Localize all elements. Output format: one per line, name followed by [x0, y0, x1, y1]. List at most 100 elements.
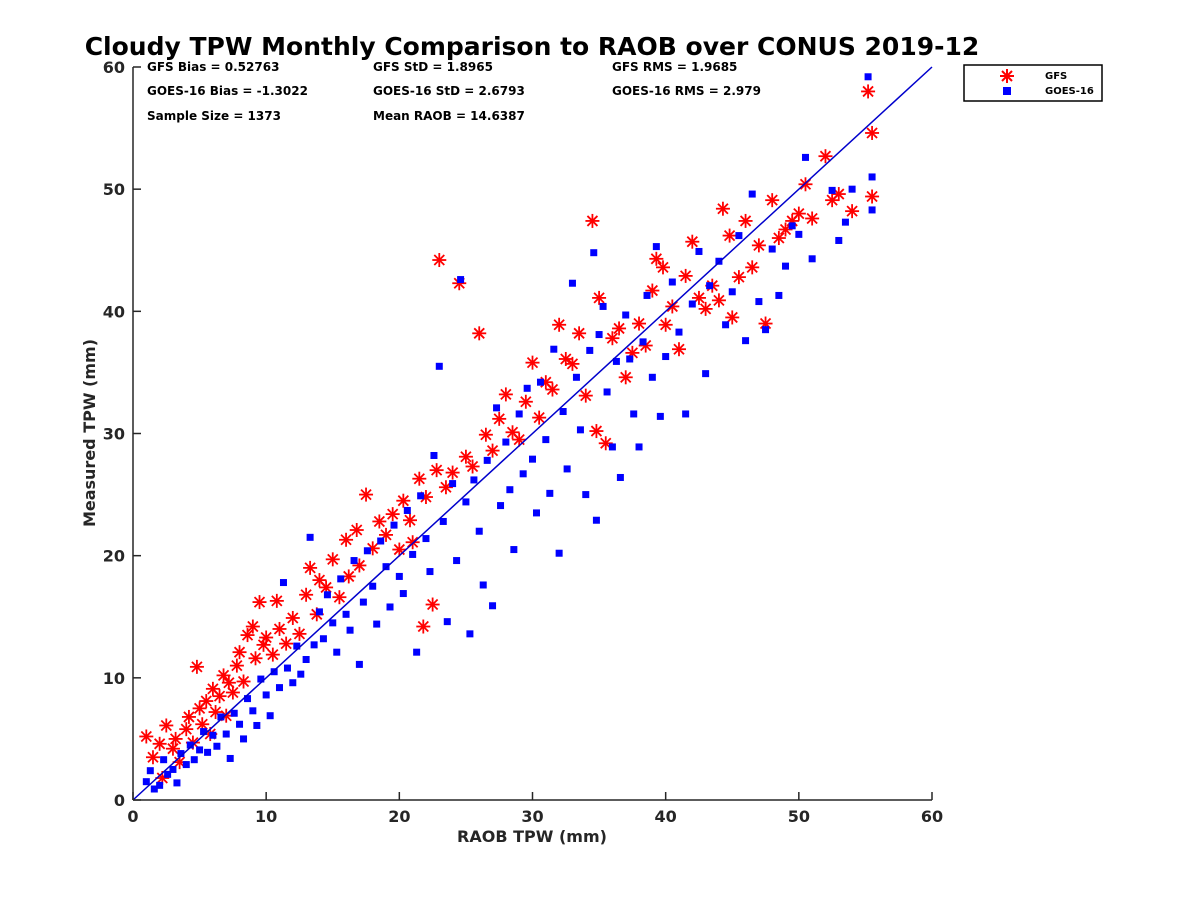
- goes-16-point: [493, 404, 501, 412]
- goes-16-point: [706, 282, 714, 290]
- gfs-point: [722, 228, 737, 243]
- goes-16-point: [439, 517, 447, 525]
- goes-16-point: [196, 746, 204, 754]
- goes-16-point: [435, 362, 443, 370]
- goes-16-point: [582, 491, 590, 499]
- gfs-point: [252, 595, 267, 610]
- goes-16-point: [592, 516, 600, 524]
- tick-labels: 0 10 20 30 40 50 60 0 10 20 30 40 50 60: [103, 58, 943, 826]
- gfs-point: [671, 342, 686, 357]
- stat-gfs-bias: GFS Bias = 0.52763: [147, 60, 279, 74]
- gfs-point: [445, 465, 460, 480]
- goes-16-point: [695, 247, 703, 255]
- goes-16-point: [572, 373, 580, 381]
- one-to-one-line-group: [132, 66, 933, 801]
- goes-16-point: [762, 326, 770, 334]
- gfs-point: [791, 206, 806, 221]
- gfs-point: [359, 487, 374, 502]
- gfs-point: [349, 523, 364, 538]
- gfs-point: [605, 331, 620, 346]
- goes-16-point: [466, 630, 474, 638]
- goes-16-point: [443, 618, 451, 626]
- gfs-point: [572, 326, 587, 341]
- gfs-point: [778, 222, 793, 237]
- gfs-point: [225, 685, 240, 700]
- goes-16-point: [337, 575, 345, 583]
- goes-16-point: [502, 438, 510, 446]
- goes-16-point: [612, 357, 620, 365]
- goes-16-point: [160, 756, 168, 764]
- x-tick-label: 20: [388, 807, 410, 826]
- gfs-point: [139, 729, 154, 744]
- legend-goes-marker-icon: [1003, 87, 1011, 95]
- gfs-point: [412, 471, 427, 486]
- goes-16-point: [262, 691, 270, 699]
- goes-16-point: [395, 572, 403, 580]
- legend-box: [963, 64, 1103, 102]
- gfs-point: [159, 718, 174, 733]
- goes-16-point: [603, 388, 611, 396]
- goes-16-point: [497, 502, 505, 510]
- gfs-point: [545, 382, 560, 397]
- goes-16-point: [559, 408, 567, 416]
- goes-16-point: [595, 331, 603, 339]
- goes-16-point: [808, 255, 816, 263]
- gfs-point: [492, 411, 507, 426]
- goes-16-point: [529, 455, 536, 463]
- goes-16-point: [755, 298, 763, 306]
- gfs-point: [248, 651, 263, 666]
- goes-16-point: [715, 257, 723, 265]
- goes-16-point: [333, 648, 341, 656]
- gfs-point: [645, 283, 660, 298]
- goes-16-point: [403, 506, 411, 514]
- y-tick-label: 20: [103, 547, 125, 566]
- gfs-point: [765, 193, 780, 208]
- gfs-point: [649, 251, 664, 266]
- goes-16-point: [319, 635, 327, 643]
- goes-16-point: [244, 695, 252, 703]
- goes-16-point: [222, 730, 230, 738]
- y-axis-label: Measured TPW (mm): [80, 339, 99, 527]
- gfs-point: [240, 628, 255, 643]
- goes-16-point: [377, 537, 385, 545]
- goes-16-point: [142, 778, 150, 786]
- goes-16-point: [599, 302, 607, 310]
- goes-16-point: [590, 249, 598, 257]
- goes-16-point: [150, 785, 158, 793]
- gfs-point: [865, 125, 880, 140]
- gfs-point: [592, 290, 607, 305]
- goes-16-point: [270, 668, 278, 676]
- goes-16-point: [342, 610, 350, 618]
- goes-16-point: [306, 533, 314, 541]
- goes-16-point: [795, 230, 803, 238]
- goes-16-point: [426, 568, 434, 576]
- gfs-point: [725, 310, 740, 325]
- goes-16-point: [355, 660, 363, 668]
- gfs-point: [738, 213, 753, 228]
- gfs-point: [589, 424, 604, 439]
- goes-16-point: [417, 492, 425, 500]
- gfs-point: [145, 750, 160, 765]
- gfs-point: [472, 326, 487, 341]
- goes-16-point: [329, 619, 337, 627]
- gfs-point: [152, 736, 167, 751]
- goes-16-point: [177, 750, 185, 758]
- goes-16-point: [864, 73, 872, 81]
- gfs-point: [818, 149, 833, 164]
- gfs-point: [292, 626, 307, 641]
- goes-16-point: [702, 370, 710, 378]
- goes-16-point: [668, 278, 676, 286]
- goes-16-series: [142, 73, 876, 793]
- goes-16-point: [546, 489, 554, 497]
- goes-16-point: [146, 767, 154, 775]
- goes-16-point: [257, 675, 265, 683]
- gfs-point: [612, 321, 627, 336]
- goes-16-point: [576, 426, 584, 434]
- gfs-point: [525, 355, 540, 370]
- gfs-point: [845, 204, 860, 219]
- gfs-point: [658, 317, 673, 332]
- goes-16-point: [302, 656, 310, 664]
- gfs-point: [216, 668, 231, 683]
- goes-16-point: [848, 185, 856, 193]
